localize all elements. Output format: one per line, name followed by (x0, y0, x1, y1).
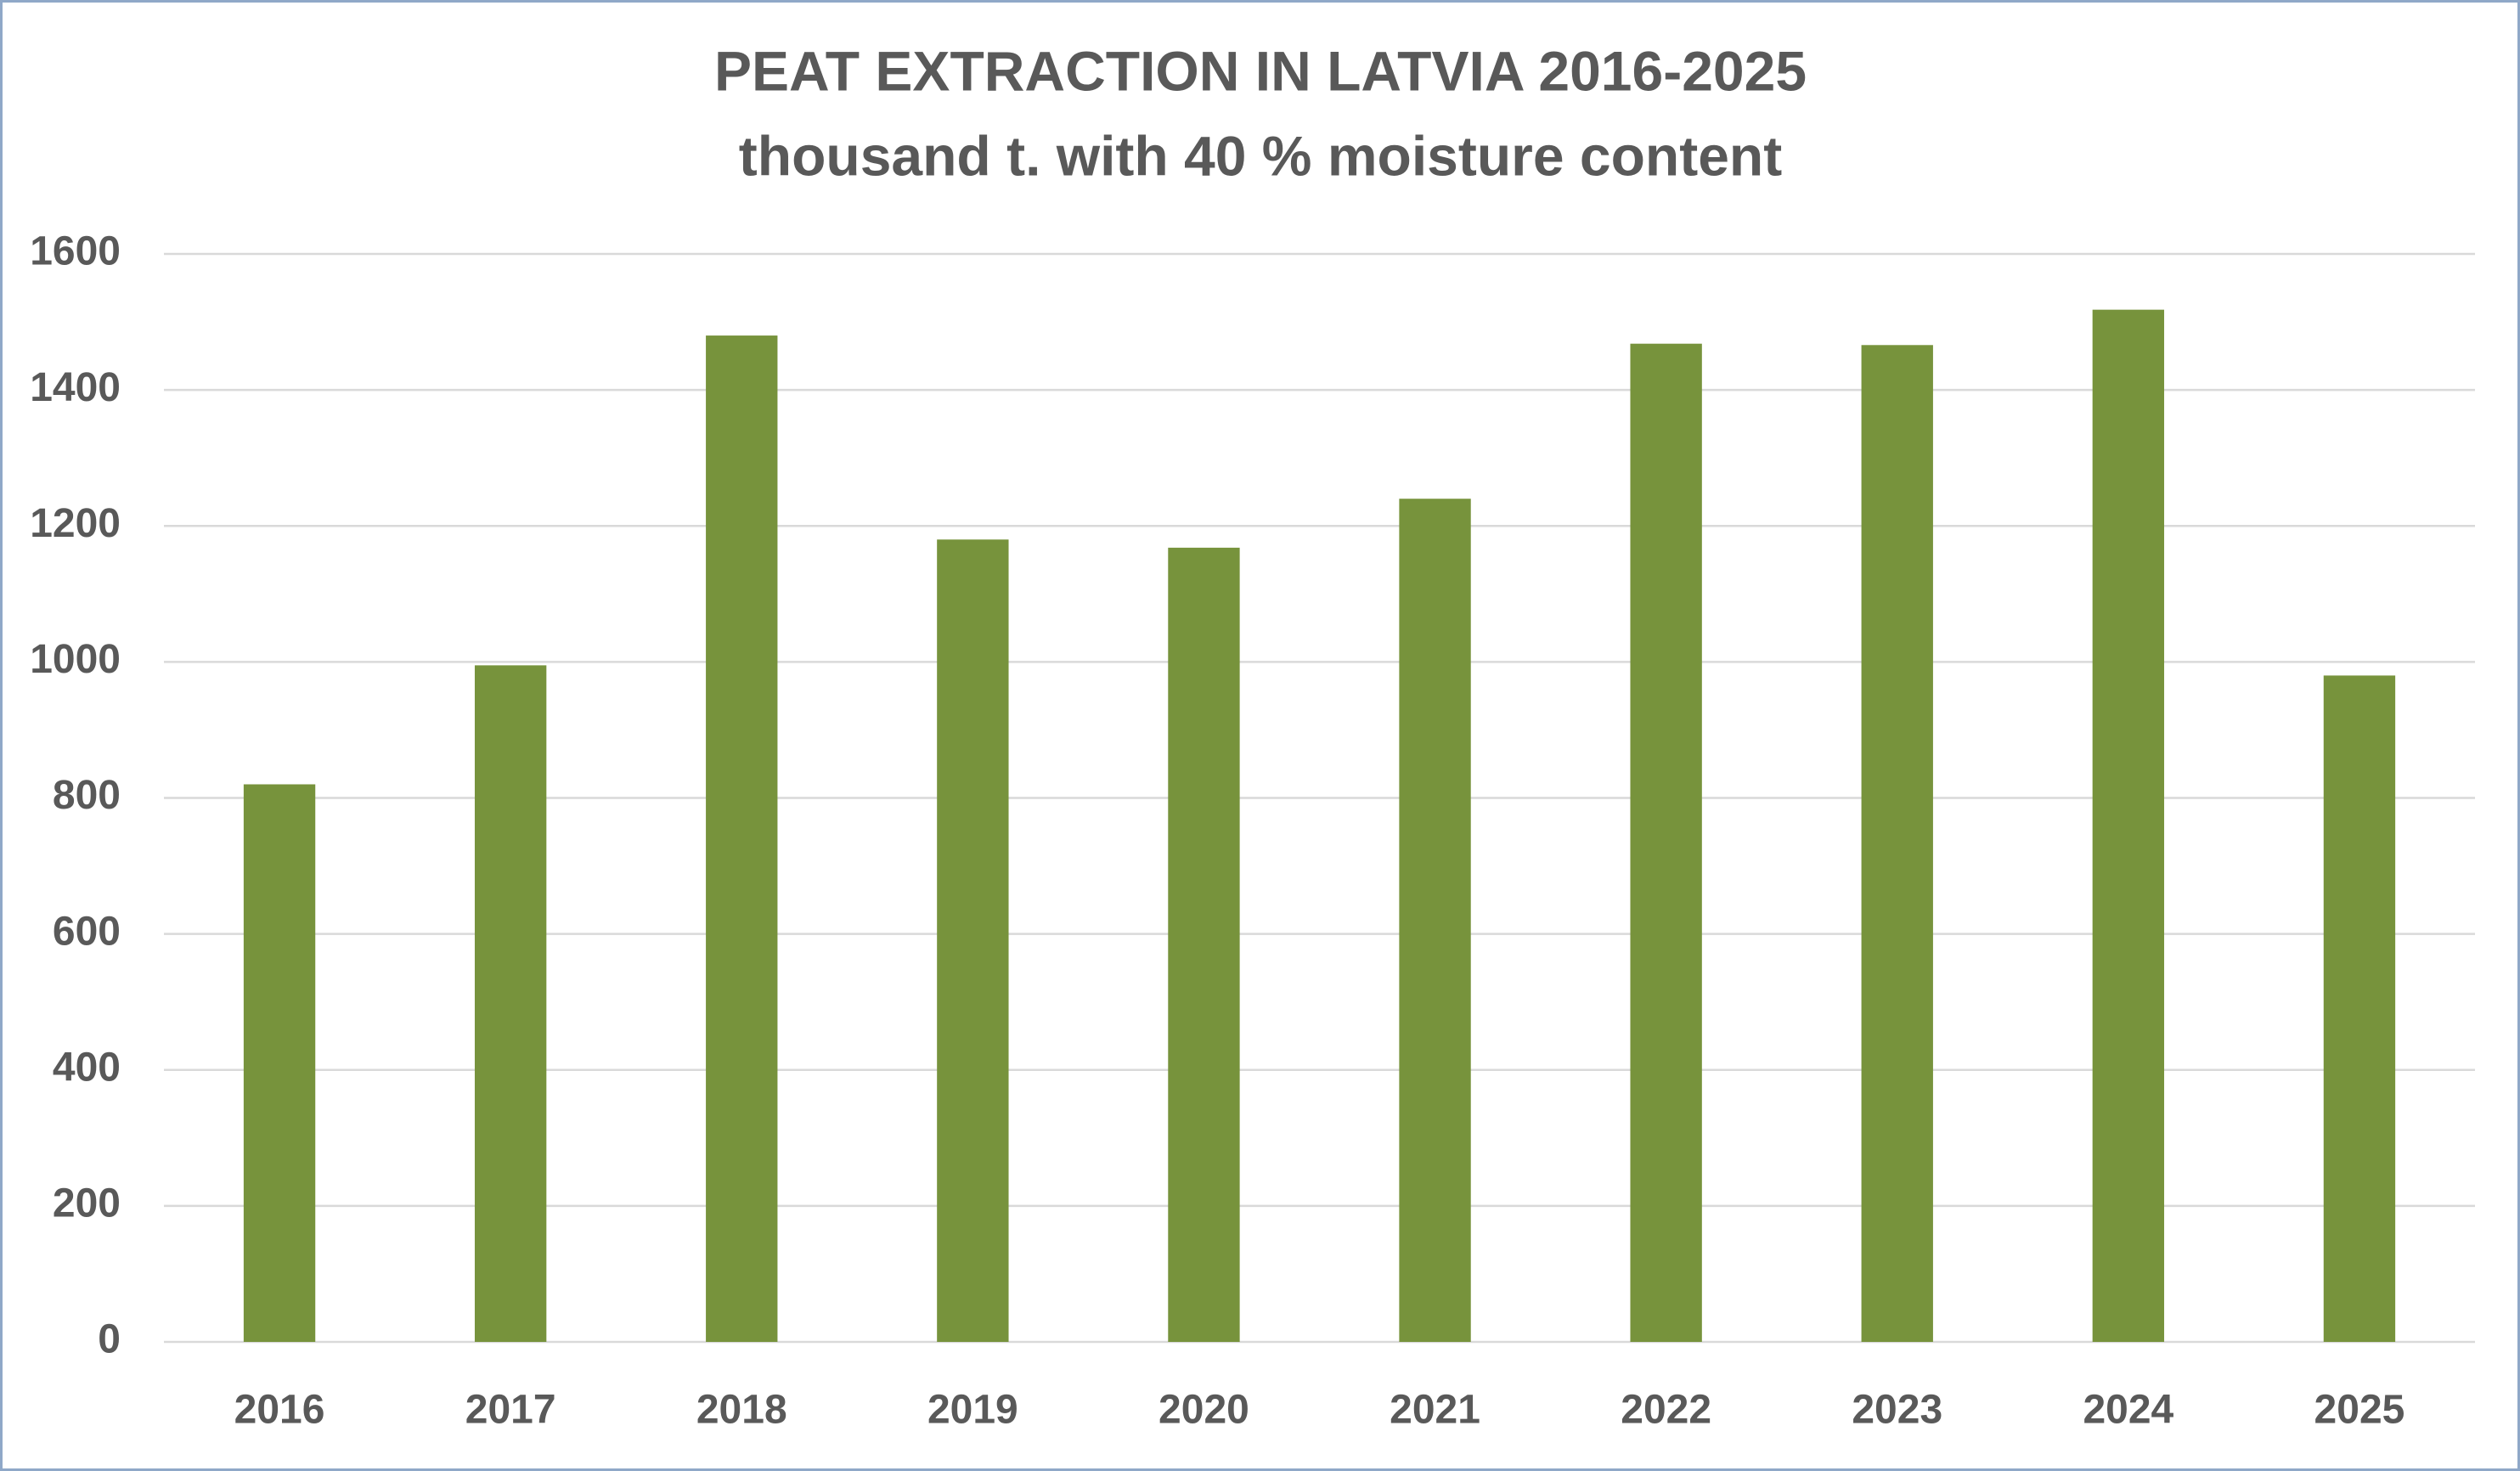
bar (706, 335, 778, 1343)
bar (2092, 309, 2165, 1342)
bar (2323, 675, 2396, 1342)
y-tick-label: 1200 (30, 501, 121, 546)
bar (1168, 547, 1240, 1342)
y-tick-label: 600 (53, 909, 121, 954)
x-tick-label: 2017 (465, 1388, 556, 1433)
chart-title: PEAT EXTRACTION IN LATVIA 2016-2025 (714, 39, 1807, 102)
y-tick-label: 1600 (30, 229, 121, 274)
y-tick-label: 0 (98, 1317, 121, 1362)
x-tick-label: 2020 (1159, 1388, 1249, 1433)
x-tick-label: 2016 (234, 1388, 325, 1433)
chart-subtitle: thousand t. with 40 % moisture content (739, 124, 1782, 187)
x-tick-label: 2019 (927, 1388, 1018, 1433)
bar (1861, 345, 1933, 1343)
bar (937, 539, 1009, 1342)
bar (1399, 499, 1471, 1342)
bar (474, 665, 547, 1342)
y-tick-label: 1400 (30, 365, 121, 410)
y-tick-label: 800 (53, 773, 121, 818)
y-tick-label: 400 (53, 1045, 121, 1090)
x-tick-label: 2022 (1621, 1388, 1711, 1433)
x-tick-label: 2018 (696, 1388, 787, 1433)
y-tick-label: 200 (53, 1181, 121, 1226)
x-tick-label: 2024 (2083, 1388, 2173, 1433)
y-tick-label: 1000 (30, 637, 121, 682)
x-tick-label: 2023 (1852, 1388, 1942, 1433)
bar (1630, 343, 1702, 1342)
x-tick-label: 2025 (2314, 1388, 2405, 1433)
bar (243, 784, 316, 1342)
x-tick-label: 2021 (1390, 1388, 1480, 1433)
